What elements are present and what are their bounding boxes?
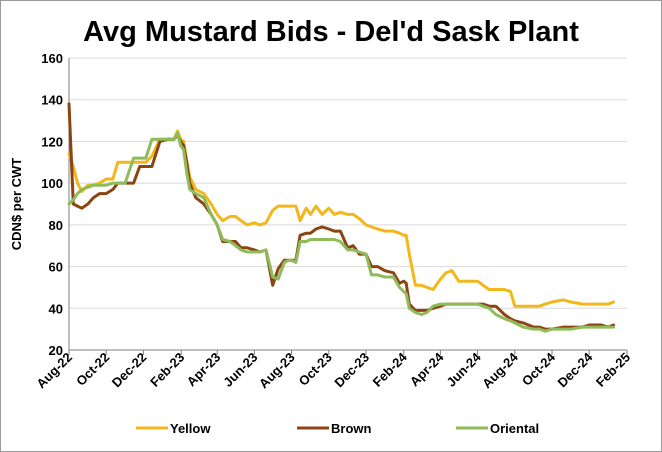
x-tick-label-Feb-23: Feb-23: [147, 350, 187, 390]
y-tick-label-20: 20: [49, 343, 63, 358]
x-tick-label-Feb-24: Feb-24: [370, 349, 411, 390]
x-tick-label-Dec-22: Dec-22: [109, 350, 150, 391]
series-line-oriental: [67, 131, 616, 333]
y-tick-label-120: 120: [41, 134, 63, 149]
x-tick-label-Aug-24: Aug-24: [479, 349, 521, 391]
y-tick-label-140: 140: [41, 93, 63, 108]
legend-label-brown: Brown: [331, 421, 372, 436]
y-tick-label-100: 100: [41, 176, 63, 191]
legend-label-yellow: Yellow: [170, 421, 211, 436]
y-tick-label-80: 80: [49, 218, 63, 233]
y-tick-label-40: 40: [49, 301, 63, 316]
x-tick-label-Dec-23: Dec-23: [331, 350, 372, 391]
legend: Yellow Brown Oriental: [136, 421, 539, 436]
chart-title: Avg Mustard Bids - Del'd Sask Plant: [83, 16, 579, 48]
x-tick-label-Oct-23: Oct-23: [296, 350, 335, 389]
x-tick-label-Jun-23: Jun-23: [220, 350, 260, 390]
y-axis-ticks: 20 40 60 80 100 120 140 160: [41, 51, 63, 358]
x-tick-label-Aug-23: Aug-23: [256, 350, 298, 392]
x-tick-label-Apr-24: Apr-24: [407, 349, 447, 389]
x-tick-label-Oct-24: Oct-24: [519, 349, 559, 389]
y-axis-label: CDN$ per CWT: [9, 158, 24, 251]
x-tick-label-Dec-24: Dec-24: [555, 349, 596, 390]
y-tick-label-60: 60: [49, 260, 63, 275]
legend-label-oriental: Oriental: [490, 421, 539, 436]
series-lines: [67, 102, 616, 333]
x-tick-label-Jun-24: Jun-24: [443, 349, 484, 390]
x-tick-label-Feb-25: Feb-25: [593, 350, 633, 390]
y-tick-label-160: 160: [41, 51, 63, 66]
x-axis-ticks: Aug-22Oct-22Dec-22Feb-23Apr-23Jun-23Aug-…: [33, 349, 633, 391]
series-line-yellow: [67, 129, 616, 308]
series-line-brown: [67, 102, 616, 331]
x-tick-label-Apr-23: Apr-23: [184, 350, 224, 390]
x-tick-label-Oct-22: Oct-22: [73, 350, 112, 389]
